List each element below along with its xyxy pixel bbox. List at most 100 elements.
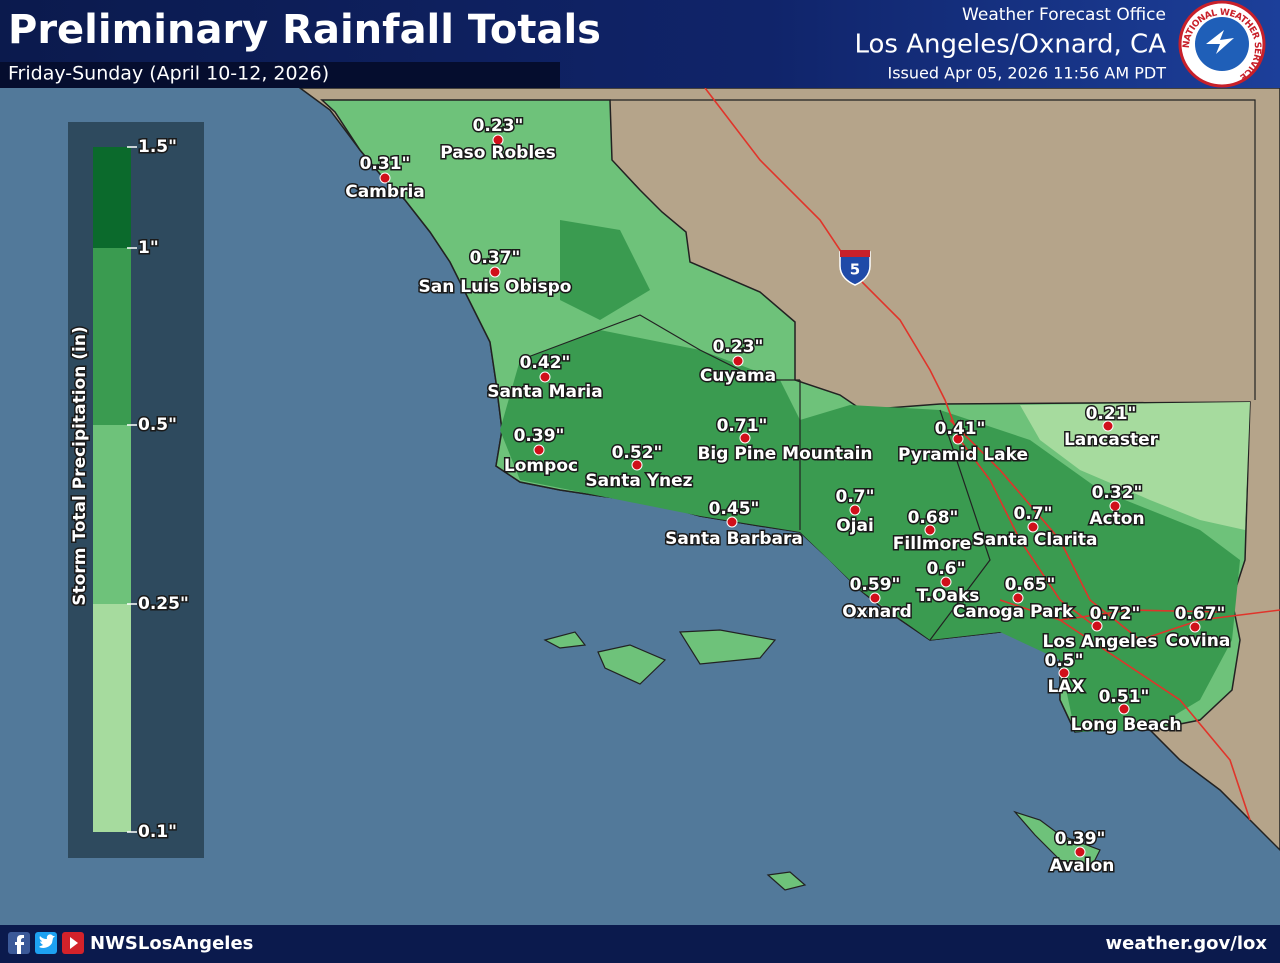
footer-url: weather.gov/lox: [1106, 933, 1268, 954]
legend-label: 1": [138, 238, 159, 258]
station-name: T.Oaks: [917, 586, 980, 606]
station: 0.6" T.Oaks: [915, 558, 981, 608]
station-dot: [1109, 500, 1121, 512]
footer-handle: NWSLosAngeles: [90, 933, 253, 954]
station-dot: [732, 355, 744, 367]
location: Los Angeles/Oxnard, CA: [854, 30, 1166, 60]
station-name: Fillmore: [893, 534, 971, 554]
station: 0.42" Santa Maria: [486, 352, 604, 404]
station: 0.37" San Luis Obispo: [417, 247, 573, 299]
station-amount: 0.39": [1055, 829, 1106, 849]
legend-label: 0.25": [138, 594, 189, 614]
station-dot: [1012, 592, 1024, 604]
station: 0.31" Cambria: [344, 153, 427, 204]
station-amount: 0.45": [709, 499, 760, 519]
legend-label: 1.5": [138, 137, 177, 157]
station-name: Santa Barbara: [665, 529, 803, 549]
station-name: San Luis Obispo: [419, 277, 572, 297]
legend-box: [68, 122, 204, 858]
station: 0.23" Cuyama: [698, 336, 777, 388]
station: 0.39" Lompoc: [502, 425, 579, 478]
station-amount: 0.21": [1086, 404, 1137, 424]
station-name: Ojai: [836, 516, 874, 536]
station-name: Long Beach: [1071, 715, 1182, 735]
legend: Storm Total Precipitation (in) 1.5" 1" 0.5…: [68, 122, 204, 858]
station-dot: [1074, 846, 1086, 858]
station-name: Acton: [1089, 509, 1144, 529]
station: 0.23" Paso Robles: [439, 115, 558, 165]
station: 0.65" Canoga Park: [951, 574, 1075, 624]
county-lines: [519, 99, 1256, 641]
subtitle: Friday-Sunday (April 10-12, 2026): [8, 63, 329, 85]
office: Weather Forecast Office: [962, 5, 1166, 25]
station-amount: 0.32": [1092, 483, 1143, 503]
station-dot: [533, 444, 545, 456]
zone-light: [1020, 402, 1250, 530]
station-dot: [1027, 521, 1039, 533]
station-name: Lompoc: [504, 456, 578, 476]
station: 0.67" Covina: [1164, 603, 1232, 653]
station-amount: 0.23": [713, 337, 764, 357]
station-amount: 0.52": [612, 443, 663, 463]
station-name: Canoga Park: [953, 602, 1074, 622]
islands: [543, 629, 1101, 891]
legend-swatch: [93, 147, 131, 248]
station-amount: 0.65": [1005, 575, 1056, 595]
station: 0.5" LAX: [1043, 650, 1086, 699]
station-amount: 0.37": [470, 248, 521, 268]
station-amount: 0.41": [935, 419, 986, 439]
station-dot: [1091, 620, 1103, 632]
legend-swatch: [93, 248, 131, 425]
social-icons: [8, 932, 84, 954]
station-name: Oxnard: [842, 602, 912, 622]
station: 0.7" Ojai: [834, 486, 876, 538]
station-name: Paso Robles: [440, 143, 556, 163]
station-dot: [726, 516, 738, 528]
station-amount: 0.5": [1045, 651, 1084, 671]
station-name: Lancaster: [1064, 430, 1159, 450]
station-dot: [631, 459, 643, 471]
station: 0.7" Santa Clarita: [971, 503, 1099, 552]
station-name: Cuyama: [700, 366, 776, 386]
station-amount: 0.7": [1014, 504, 1053, 524]
station-dot: [849, 504, 861, 516]
zone-mid: [500, 330, 1240, 732]
nws-logo: NATIONAL WEATHER SERVICE: [1178, 0, 1266, 88]
station: 0.39" Avalon: [1048, 828, 1116, 878]
footer-bar: [0, 925, 1280, 963]
station: 0.68" Fillmore: [891, 507, 972, 556]
station-amount: 0.51": [1099, 687, 1150, 707]
station-dot: [739, 432, 751, 444]
station: 0.72" Los Angeles: [1041, 603, 1159, 654]
station-amount: 0.72": [1090, 604, 1141, 624]
station-dot: [1058, 667, 1070, 679]
station-amount: 0.68": [908, 508, 959, 528]
station-amount: 0.59": [850, 575, 901, 595]
station: 0.52" Santa Ynez: [584, 442, 694, 493]
station-name: Pyramid Lake: [898, 445, 1028, 465]
station-name: Los Angeles: [1043, 632, 1158, 652]
station-name: Santa Maria: [487, 382, 602, 402]
zone-mid-north: [560, 220, 650, 320]
station-dot: [869, 592, 881, 604]
station-name: Covina: [1166, 631, 1231, 651]
station-amount: 0.7": [836, 487, 875, 507]
interstate-shield: 5: [839, 250, 871, 286]
legend-label: 0.1": [138, 822, 177, 842]
station-dot: [1102, 420, 1114, 432]
station-dot: [924, 524, 936, 536]
station-amount: 0.42": [520, 353, 571, 373]
station: 0.32" Acton: [1088, 482, 1146, 531]
station-name: Cambria: [345, 182, 425, 202]
station-amount: 0.23": [473, 116, 524, 136]
subtitle-band: [0, 62, 560, 88]
title: Preliminary Rainfall Totals: [8, 7, 601, 53]
station-name: Big Pine Mountain: [697, 444, 872, 464]
station-amount: 0.39": [514, 426, 565, 446]
roads: [704, 87, 1280, 821]
station-dot: [1118, 703, 1130, 715]
station-name: LAX: [1047, 677, 1084, 697]
station-amount: 0.71": [717, 416, 768, 436]
